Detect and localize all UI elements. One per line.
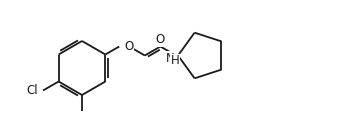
Text: N: N bbox=[166, 52, 175, 65]
Text: O: O bbox=[156, 33, 165, 46]
Text: O: O bbox=[124, 40, 134, 53]
Text: H: H bbox=[171, 54, 180, 67]
Text: Cl: Cl bbox=[26, 84, 38, 97]
